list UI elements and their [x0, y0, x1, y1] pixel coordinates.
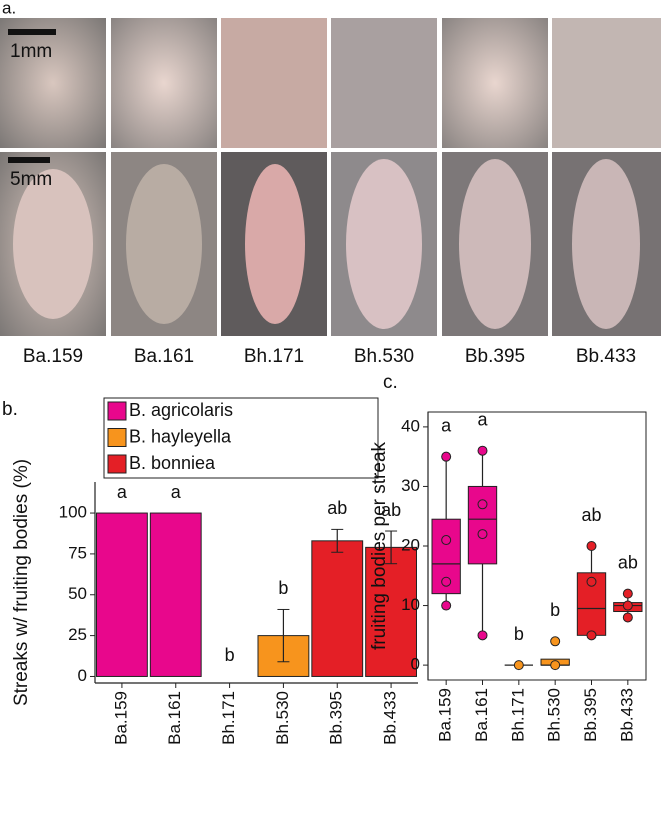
colony: [459, 159, 531, 329]
y-tick-label: 10: [401, 595, 420, 614]
data-point: [586, 541, 597, 551]
legend-label: B. bonniea: [129, 453, 216, 473]
legend-swatch: [107, 454, 127, 474]
y-axis-label: fruiting bodies per streak: [369, 441, 390, 650]
colony: [572, 159, 640, 329]
x-tick-label: Bh.171: [219, 691, 238, 745]
data-point: [477, 529, 488, 540]
strain-label: Bb.395: [465, 346, 525, 367]
data-point: [586, 576, 597, 587]
strain-label: Ba.161: [134, 346, 194, 367]
panel-label: b.: [2, 399, 18, 420]
bar: [149, 512, 202, 677]
scale-bar: [8, 157, 50, 163]
photo: [442, 18, 548, 148]
bar: [96, 512, 148, 677]
bar: [311, 540, 364, 677]
data-point: [550, 636, 561, 647]
legend-box: [103, 397, 379, 479]
panel-label: c.: [383, 372, 398, 393]
scale-label: 1mm: [10, 41, 52, 62]
significance-label: ab: [581, 505, 601, 525]
colony: [245, 164, 305, 324]
data-point: [622, 612, 633, 623]
data-point: [441, 576, 452, 587]
y-tick-label: 20: [401, 535, 420, 554]
data-point: [477, 445, 488, 456]
x-tick-label: Ba.159: [111, 691, 130, 745]
photo: [111, 18, 217, 148]
significance-label: a: [477, 409, 488, 429]
legend-label: B. hayleyella: [129, 426, 232, 446]
significance-label: b: [225, 645, 235, 665]
data-point: [477, 499, 488, 510]
colony: [13, 169, 93, 319]
y-tick-label: 50: [68, 584, 87, 603]
y-tick-label: 30: [401, 476, 420, 495]
significance-label: b: [550, 600, 560, 620]
significance-label: ab: [618, 552, 638, 572]
colony: [126, 164, 202, 324]
data-point: [550, 660, 561, 671]
x-tick-label: Bb.395: [327, 691, 346, 745]
y-tick-label: 0: [78, 666, 87, 685]
data-point: [441, 535, 452, 546]
significance-label: a: [441, 415, 452, 435]
data-point: [441, 451, 452, 462]
data-point: [477, 630, 488, 641]
data-point: [622, 600, 633, 611]
photo: [331, 18, 437, 148]
box: [467, 485, 498, 565]
strain-label: Bh.530: [354, 346, 414, 367]
y-tick-label: 40: [401, 416, 420, 435]
significance-label: b: [278, 578, 288, 598]
strain-label: Bb.433: [576, 346, 636, 367]
legend-swatch: [107, 401, 127, 421]
x-tick-label: Bb.433: [381, 691, 400, 745]
x-tick-label: Bh.530: [273, 691, 292, 745]
photo: [0, 18, 106, 148]
x-tick-label: Bh.171: [508, 688, 527, 742]
legend-label: B. agricolaris: [129, 400, 233, 420]
scale-bar: [8, 29, 56, 35]
x-tick-label: Ba.159: [436, 688, 455, 742]
legend-swatch: [107, 428, 127, 447]
x-tick-label: Ba.161: [472, 688, 491, 742]
y-tick-label: 0: [411, 655, 420, 674]
scale-label: 5mm: [10, 169, 52, 190]
photo: [221, 18, 327, 148]
significance-label: b: [514, 624, 524, 644]
data-point: [622, 588, 633, 599]
data-point: [586, 630, 597, 641]
data-point: [513, 660, 524, 671]
colony: [346, 159, 422, 329]
legend: B. agricolaris B. hayleyella B. bonniea: [103, 397, 379, 479]
photo: [552, 18, 661, 148]
panel-label: a.: [2, 0, 16, 17]
x-tick-label: Bb.433: [617, 688, 636, 742]
x-tick-label: Bb.395: [581, 688, 600, 742]
significance-label: ab: [381, 500, 401, 520]
significance-label: a: [171, 482, 182, 502]
photo-grid: [0, 18, 661, 336]
x-tick-label: Ba.161: [165, 691, 184, 745]
significance-label: ab: [327, 498, 347, 518]
data-point: [441, 600, 452, 611]
bar: [365, 546, 417, 677]
y-tick-label: 25: [68, 625, 87, 644]
y-axis-label: Streaks w/ fruiting bodies (%): [11, 459, 32, 706]
x-tick-label: Bh.530: [545, 688, 564, 742]
significance-label: a: [117, 482, 128, 502]
strain-label: Bh.171: [244, 346, 304, 367]
strain-label: Ba.159: [23, 346, 83, 367]
y-tick-label: 75: [68, 543, 87, 562]
y-tick-label: 100: [59, 503, 87, 522]
